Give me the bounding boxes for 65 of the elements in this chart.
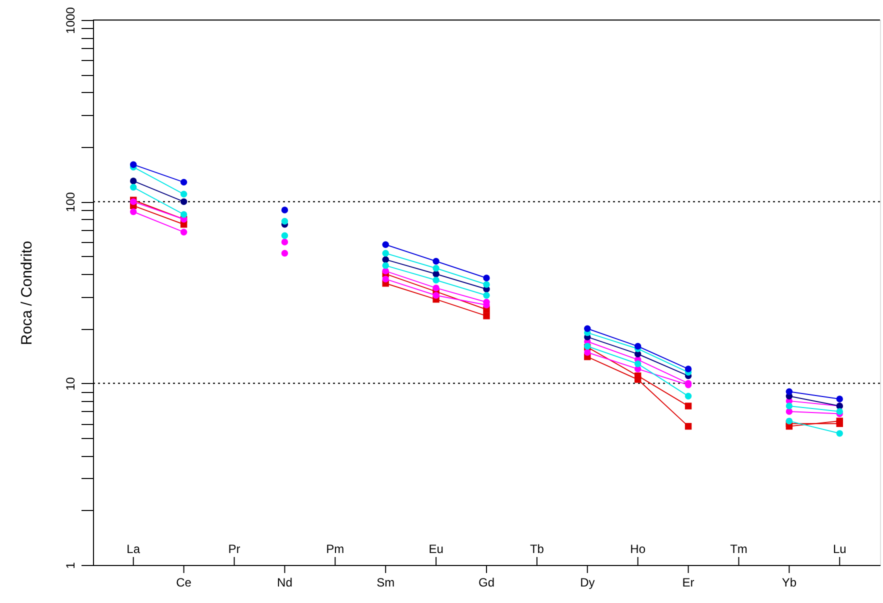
point xyxy=(382,250,389,257)
y-tick-label: 1 xyxy=(64,562,78,569)
point xyxy=(836,430,843,437)
point xyxy=(281,238,288,246)
x-tick-label: Lu xyxy=(832,542,846,556)
point xyxy=(281,232,288,239)
x-tick-label: Er xyxy=(682,576,694,590)
point xyxy=(432,270,440,278)
point xyxy=(786,388,793,395)
x-tick-label: La xyxy=(126,542,140,556)
x-tick-label: Nd xyxy=(277,576,292,590)
point xyxy=(281,218,288,225)
x-tick-label: Eu xyxy=(428,542,444,556)
point xyxy=(584,325,591,332)
point xyxy=(786,402,793,410)
x-tick-label: Ce xyxy=(176,576,192,590)
x-tick-label: Yb xyxy=(782,576,797,590)
y-axis-title: Roca / Condrito xyxy=(18,240,36,346)
x-tick-label: Tb xyxy=(530,542,544,556)
point xyxy=(130,178,137,184)
point xyxy=(634,376,642,383)
point xyxy=(483,292,490,299)
point xyxy=(432,258,440,265)
point xyxy=(483,281,490,288)
x-tick-label: Dy xyxy=(580,576,595,590)
point xyxy=(382,241,389,248)
point xyxy=(382,262,389,269)
y-tick-label: 1000 xyxy=(64,6,78,34)
point xyxy=(684,422,692,430)
point xyxy=(836,408,843,415)
point xyxy=(432,276,440,284)
point xyxy=(180,178,188,186)
point xyxy=(180,211,188,218)
point xyxy=(483,312,490,320)
x-tick-label: Pm xyxy=(326,542,344,556)
point xyxy=(180,228,188,236)
x-tick-label: Gd xyxy=(478,576,495,590)
point xyxy=(786,418,793,424)
point xyxy=(130,161,137,168)
x-tick-label: Ho xyxy=(630,542,646,556)
point xyxy=(836,396,843,402)
y-tick-label: 10 xyxy=(64,376,78,391)
point xyxy=(584,349,591,356)
point xyxy=(684,392,692,400)
point xyxy=(432,284,440,292)
point xyxy=(483,274,490,282)
point xyxy=(382,256,389,263)
point xyxy=(130,208,137,216)
point xyxy=(281,206,288,214)
x-tick-label: Pr xyxy=(228,542,240,556)
point xyxy=(180,190,188,198)
point xyxy=(281,250,288,257)
point xyxy=(432,264,440,272)
point xyxy=(130,184,137,191)
point xyxy=(836,418,843,424)
point xyxy=(684,402,692,410)
point xyxy=(634,342,642,350)
point xyxy=(382,276,389,282)
x-tick-label: Tm xyxy=(730,542,748,556)
point xyxy=(432,292,440,299)
point xyxy=(180,198,188,206)
y-tick-label: 100 xyxy=(64,192,78,212)
point xyxy=(684,366,692,372)
x-tick-label: Sm xyxy=(376,576,395,590)
point xyxy=(634,360,642,368)
